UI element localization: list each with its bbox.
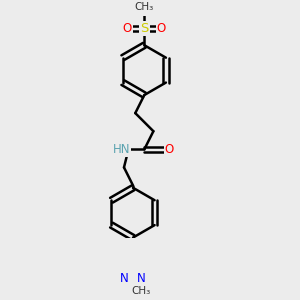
Text: O: O (157, 22, 166, 35)
Text: N: N (120, 272, 129, 285)
Text: N: N (137, 272, 146, 285)
Text: CH₃: CH₃ (135, 2, 154, 12)
Text: CH₃: CH₃ (131, 286, 151, 296)
Text: O: O (165, 143, 174, 156)
Text: S: S (140, 22, 148, 35)
Text: HN: HN (113, 143, 130, 156)
Text: O: O (123, 22, 132, 35)
